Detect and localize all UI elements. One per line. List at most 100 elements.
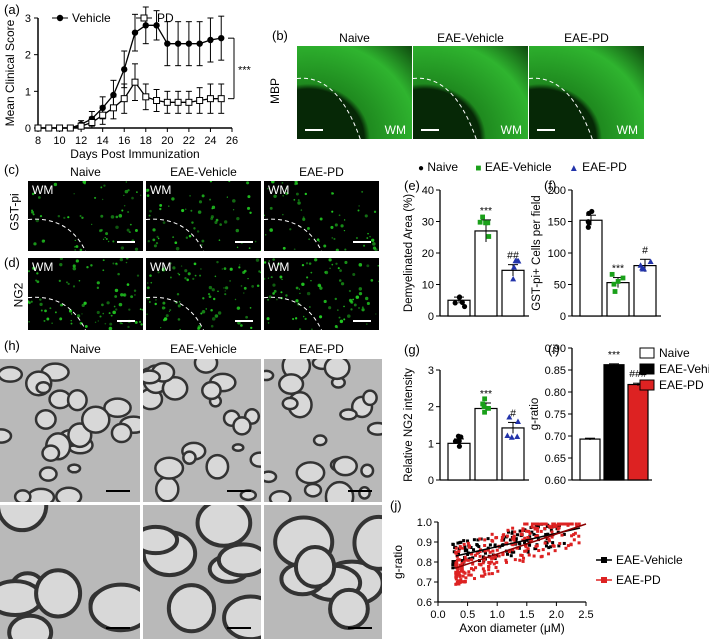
speckle — [217, 290, 219, 293]
myelinated-axon — [231, 443, 245, 452]
speckle — [148, 301, 151, 303]
speckle — [198, 200, 203, 204]
speckle — [114, 295, 118, 298]
bar-eae-pd — [633, 264, 657, 317]
speckle — [282, 194, 285, 197]
data-point — [558, 542, 562, 546]
speckle — [355, 236, 359, 240]
data-point — [492, 562, 496, 566]
speckle — [128, 308, 131, 311]
data-dot — [456, 438, 462, 444]
myelinated-axon — [67, 463, 82, 474]
ng2-eae-vehicle-image: WM — [146, 258, 261, 330]
data-dot — [609, 271, 615, 277]
data-dot — [486, 405, 491, 411]
myelinated-axon — [80, 405, 111, 434]
wm-label: WM — [32, 183, 54, 197]
speckle — [289, 228, 292, 231]
speckle — [347, 314, 351, 318]
y-tick-label: 2 — [25, 50, 31, 62]
data-point — [536, 525, 540, 529]
speckle — [336, 326, 339, 329]
speckle — [361, 308, 365, 312]
legend-swatch — [639, 363, 655, 375]
scale-bar — [227, 490, 251, 492]
significance-label: # — [510, 407, 516, 419]
x-tick-label: 8 — [35, 135, 41, 147]
axon-texture — [264, 359, 382, 502]
speckle — [268, 295, 272, 299]
data-point — [537, 549, 541, 553]
bar-eae-vehicle — [474, 407, 498, 481]
data-point — [511, 526, 515, 530]
data-point — [567, 522, 571, 526]
data-point — [553, 549, 557, 553]
speckle — [318, 284, 322, 288]
data-point — [523, 540, 527, 544]
data-point — [530, 522, 534, 526]
speckle — [199, 274, 202, 277]
speckle — [251, 285, 254, 288]
speckle — [339, 269, 342, 272]
data-dot — [511, 264, 518, 270]
speckle — [105, 238, 108, 241]
axon-texture — [143, 505, 261, 639]
data-point — [458, 546, 462, 550]
data-point — [153, 97, 161, 104]
y-tick-label: 0.60 — [545, 475, 566, 487]
bar-naive — [579, 438, 601, 481]
speckle — [293, 198, 296, 201]
myelinated-axon — [293, 545, 337, 589]
speckle — [225, 286, 229, 290]
speckle — [210, 324, 214, 328]
speckle — [267, 298, 270, 301]
y-tick-label: 1 — [428, 438, 434, 450]
speckle — [323, 244, 327, 248]
speckle — [68, 309, 73, 313]
speckle — [102, 259, 105, 262]
data-point — [462, 560, 466, 564]
speckle — [334, 223, 338, 227]
em-naive-high — [0, 505, 140, 639]
chart-e: 0 10 20 30 40 Demyelinated Area (%) *** ## (e) — [403, 178, 529, 323]
speckle — [114, 288, 119, 293]
data-point — [120, 95, 128, 103]
data-point — [483, 549, 487, 553]
data-point — [483, 544, 487, 548]
speckle — [59, 258, 63, 260]
speckle — [149, 209, 152, 213]
data-point — [539, 555, 543, 559]
speckle — [43, 239, 46, 242]
speckle — [102, 238, 105, 241]
scale-bar — [106, 490, 130, 492]
x-tick-label: 22 — [183, 135, 195, 147]
speckle — [295, 192, 299, 196]
speckle — [153, 244, 157, 248]
speckle — [361, 306, 364, 309]
axon-texture — [143, 359, 261, 502]
speckle — [208, 285, 213, 290]
data-dot — [458, 434, 464, 440]
data-point — [500, 535, 504, 539]
data-point — [577, 522, 581, 526]
panel-label-a: (a) — [4, 2, 20, 17]
data-point — [536, 522, 540, 526]
scale-bar — [353, 241, 371, 243]
data-point — [486, 537, 490, 541]
data-dot — [504, 432, 511, 439]
speckle — [197, 210, 202, 214]
speckle — [338, 214, 341, 217]
data-point — [506, 528, 510, 532]
scale-bar — [235, 320, 253, 322]
speckle — [177, 318, 181, 321]
data-point — [469, 567, 473, 571]
speckle — [159, 203, 163, 207]
data-point — [451, 563, 455, 567]
y-axis-label: g-ratio — [391, 545, 405, 579]
speckle — [295, 299, 299, 303]
data-point — [519, 553, 523, 557]
x-tick-label: 26 — [226, 135, 238, 147]
speckle — [39, 302, 43, 307]
data-point — [519, 532, 523, 536]
